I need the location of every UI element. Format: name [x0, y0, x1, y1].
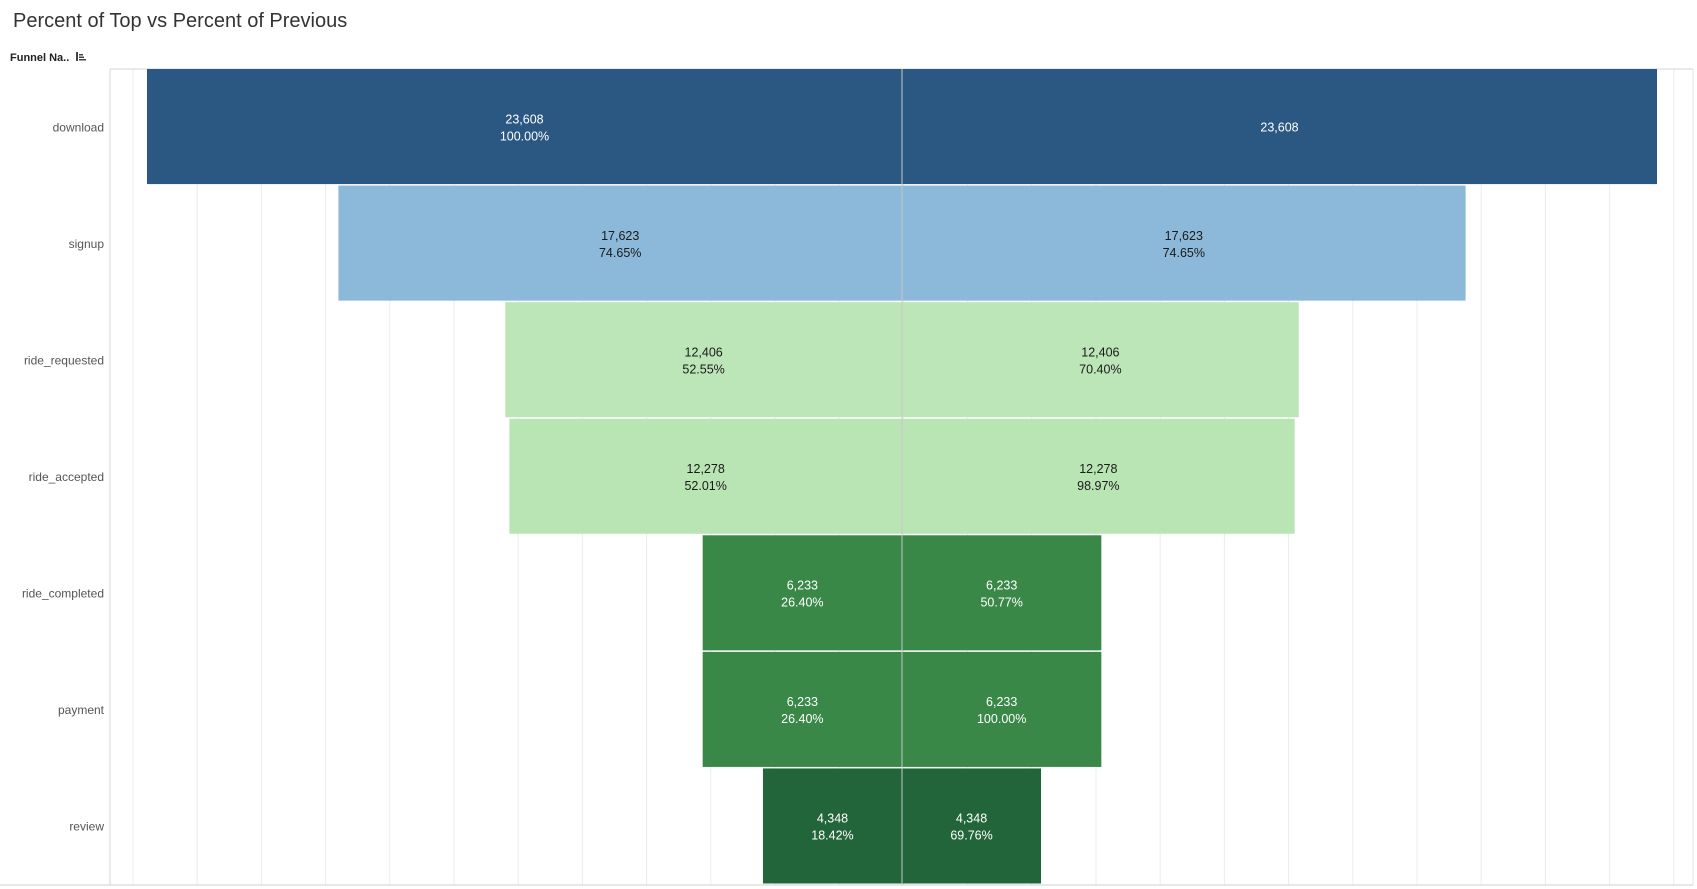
right-percent-label-ride-accepted: 98.97%: [1077, 479, 1119, 493]
left-bar-payment: [702, 651, 902, 767]
chart-title: Percent of Top vs Percent of Previous: [13, 10, 348, 32]
category-label-signup: signup: [69, 237, 105, 251]
right-bar-ride-requested: [902, 302, 1299, 418]
sort-descending-icon[interactable]: [76, 52, 87, 64]
category-label-ride-requested: ride_requested: [24, 353, 104, 367]
right-percent-label-ride-completed: 50.77%: [980, 596, 1022, 610]
right-value-label-ride-accepted: 12,278: [1079, 462, 1117, 476]
left-value-label-payment: 6,233: [787, 695, 818, 709]
right-percent-label-review: 69.76%: [950, 829, 992, 843]
category-label-review: review: [69, 820, 104, 834]
left-percent-label-ride-completed: 26.40%: [781, 596, 823, 610]
right-percent-label-signup: 74.65%: [1163, 246, 1205, 260]
right-bar-payment: [902, 651, 1102, 767]
left-percent-label-payment: 26.40%: [781, 712, 823, 726]
left-bar-review: [762, 768, 902, 884]
right-value-label-signup: 17,623: [1165, 229, 1203, 243]
left-value-label-review: 4,348: [817, 812, 848, 826]
category-label-ride-accepted: ride_accepted: [29, 470, 104, 484]
left-bar-download: [147, 69, 902, 185]
left-percent-label-review: 18.42%: [811, 829, 853, 843]
left-percent-label-signup: 74.65%: [599, 246, 641, 260]
right-bar-ride-completed: [902, 535, 1102, 651]
right-percent-label-ride-requested: 70.40%: [1079, 362, 1121, 376]
left-value-label-signup: 17,623: [601, 229, 639, 243]
right-bar-ride-accepted: [902, 418, 1295, 534]
right-value-label-download: 23,608: [1260, 120, 1298, 134]
category-label-ride-completed: ride_completed: [22, 587, 104, 601]
category-label-payment: payment: [58, 703, 105, 717]
left-percent-label-download: 100.00%: [500, 129, 549, 143]
right-value-label-payment: 6,233: [986, 695, 1017, 709]
left-value-label-ride-accepted: 12,278: [687, 462, 725, 476]
left-value-label-ride-requested: 12,406: [685, 345, 723, 359]
left-percent-label-ride-requested: 52.55%: [682, 362, 724, 376]
left-bar-ride-accepted: [509, 418, 902, 534]
left-value-label-download: 23,608: [505, 112, 543, 126]
right-bar-download: [902, 69, 1657, 185]
left-value-label-ride-completed: 6,233: [787, 579, 818, 593]
row-header-label: Funnel Na..: [10, 52, 70, 64]
left-bar-ride-completed: [702, 535, 902, 651]
left-bar-ride-requested: [505, 302, 902, 418]
left-percent-label-ride-accepted: 52.01%: [684, 479, 726, 493]
right-value-label-review: 4,348: [956, 812, 987, 826]
right-value-label-ride-requested: 12,406: [1081, 345, 1119, 359]
row-header-funnel-name[interactable]: Funnel Na..: [10, 52, 87, 64]
category-label-download: download: [53, 120, 104, 134]
left-bar-signup: [338, 185, 902, 301]
right-percent-label-payment: 100.00%: [977, 712, 1026, 726]
right-bar-signup: [902, 185, 1466, 301]
right-value-label-ride-completed: 6,233: [986, 579, 1017, 593]
right-bar-review: [902, 768, 1042, 884]
